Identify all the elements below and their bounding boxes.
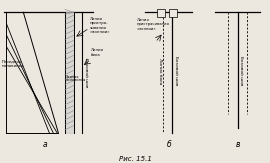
Text: Линия бока: Линия бока	[158, 58, 162, 84]
Text: Передняя
половинка: Передняя половинка	[1, 60, 24, 68]
Bar	[169, 9, 177, 17]
Text: Боковой шов: Боковой шов	[174, 56, 178, 86]
Text: Линия
бока: Линия бока	[91, 48, 104, 57]
Text: б: б	[166, 140, 171, 149]
Polygon shape	[65, 12, 74, 133]
Text: Линия
пристрачивания
«молнии»: Линия пристрачивания «молнии»	[137, 18, 170, 31]
Text: Боковой шов: Боковой шов	[84, 58, 87, 87]
Bar	[157, 9, 165, 17]
Text: Рис. 15.1: Рис. 15.1	[119, 156, 151, 162]
Text: Линия
пристра-
чивания
«молнии»: Линия пристра- чивания «молнии»	[89, 17, 110, 34]
Text: Боковой шов: Боковой шов	[239, 56, 243, 86]
Text: в: в	[235, 140, 240, 149]
Text: а: а	[43, 140, 48, 149]
Text: Задняя
половинка: Задняя половинка	[65, 74, 86, 82]
